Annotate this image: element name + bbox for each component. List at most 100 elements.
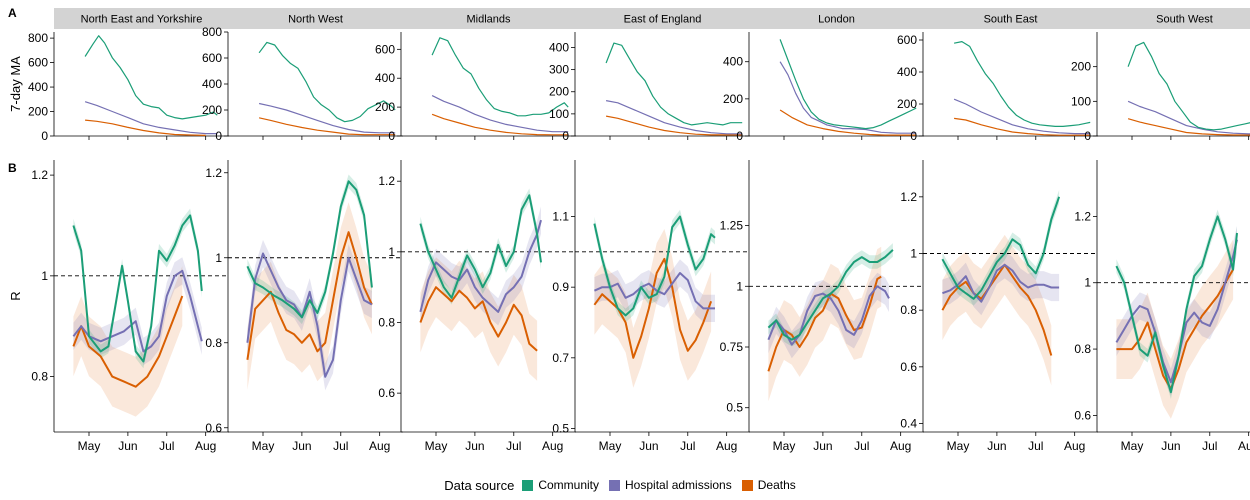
region-london: London 0 200 400 0.5 0.75 1 1.25 May Jun Jul Aug	[720, 8, 924, 453]
y-tick-label: 200	[897, 97, 917, 111]
y-tick-label: 0.8	[31, 370, 48, 384]
y-tick-label: 1.2	[1074, 209, 1091, 223]
bottom-panel-south-west: 0.6 0.8 1 1.2 May Jun Jul Aug	[1074, 160, 1250, 453]
series-line-community	[1127, 41, 1250, 131]
y-tick-label: 1	[41, 269, 48, 283]
y-tick-label: 0.4	[900, 417, 917, 431]
x-tick-label-jun: Jun	[639, 439, 658, 453]
legend-item-hospital-admissions: Hospital admissions	[609, 478, 732, 492]
top-panel-south-west: 0 100 200	[1071, 32, 1250, 143]
y-tick-label: 0.8	[900, 303, 917, 317]
ribbon-hospital-admissions	[73, 257, 202, 365]
y-tick-label: 400	[723, 55, 743, 69]
ribbon-deaths	[1116, 239, 1234, 419]
region-north-west: North West 0 200 400 600 800 0.6 0.8 1 1.2 May Jun J…	[202, 8, 403, 453]
ribbon-hospital-admissions	[594, 259, 715, 322]
x-tick-label-jul: Jul	[333, 439, 348, 453]
bottom-panel-north-east-and-yorkshire: 0.8 1 1.2 May Jun Jul Aug	[31, 160, 229, 453]
y-tick-label: 400	[549, 40, 569, 54]
series-line-community	[941, 196, 1061, 300]
y-tick-label: 0	[1084, 129, 1091, 143]
y-tick-label: 0	[562, 129, 569, 143]
legend-item-deaths: Deaths	[741, 478, 796, 492]
y-axis-title-top: 7-day MA	[8, 56, 23, 112]
y-tick-label: 1.25	[720, 219, 744, 233]
x-tick-label-jun: Jun	[292, 439, 311, 453]
x-tick-label-may: May	[425, 439, 448, 453]
y-tick-label: 200	[28, 105, 48, 119]
y-tick-label: 200	[375, 100, 395, 114]
y-tick-label: 1	[215, 251, 222, 265]
y-tick-label: 0.7	[552, 351, 569, 365]
ribbon-community	[1116, 209, 1237, 399]
series-line-deaths	[1116, 268, 1234, 390]
bottom-panel-south-east: 0.4 0.6 0.8 1 1.2 May Jun Jul Aug	[900, 160, 1098, 453]
facet-strip-north-west	[228, 8, 403, 29]
top-panel-east-of-england: 0 100 200 300 400	[549, 32, 750, 143]
ribbon-community	[73, 208, 202, 369]
y-tick-label: 800	[28, 31, 48, 45]
y-tick-label: 400	[375, 71, 395, 85]
series-line-community	[605, 42, 743, 126]
series-line-hospital-admissions	[72, 269, 203, 353]
x-tick-label-aug: Aug	[890, 439, 911, 453]
series-line-community	[72, 214, 203, 363]
y-tick-label: 100	[549, 107, 569, 121]
x-tick-label-jul: Jul	[680, 439, 695, 453]
y-tick-label: 0.8	[205, 336, 222, 350]
facet-strip-east-of-england	[575, 8, 750, 29]
x-tick-label-jun: Jun	[987, 439, 1006, 453]
y-tick-label: 0	[736, 129, 743, 143]
legend-item-community: Community	[522, 478, 599, 492]
legend-label-deaths: Deaths	[757, 478, 796, 492]
y-tick-label: 1	[736, 279, 743, 293]
top-panel-south-east: 0 200 400 600	[897, 32, 1098, 143]
facet-title-north-west: North West	[288, 14, 343, 26]
x-tick-label-may: May	[947, 439, 970, 453]
bottom-panel-north-west: 0.6 0.8 1 1.2 May Jun Jul Aug	[205, 160, 403, 453]
series-line-deaths	[419, 286, 538, 352]
y-tick-label: 100	[1071, 94, 1091, 108]
y-tick-label: 0.75	[720, 340, 744, 354]
series-line-community	[431, 37, 569, 117]
top-panel-north-east-and-yorkshire: 0 200 400 600 800	[28, 31, 229, 143]
ribbon-hospital-admissions	[420, 206, 541, 326]
y-tick-label: 0.6	[205, 421, 222, 435]
y-tick-label: 0.6	[900, 360, 917, 374]
series-line-community	[779, 39, 917, 130]
series-line-deaths	[593, 257, 713, 359]
y-tick-label: 1.2	[900, 190, 917, 204]
y-tick-label: 800	[202, 25, 222, 39]
legend-swatch-community	[522, 479, 534, 491]
facet-title-north-east-and-yorkshire: North East and Yorkshire	[81, 14, 203, 26]
series-line-community	[419, 194, 542, 299]
x-tick-label-jul: Jul	[1202, 439, 1217, 453]
y-tick-label: 1	[910, 247, 917, 261]
y-tick-label: 0	[41, 129, 48, 143]
x-tick-label-may: May	[78, 439, 101, 453]
series-line-community	[767, 249, 894, 341]
y-tick-label: 0.9	[552, 280, 569, 294]
y-tick-label: 0.8	[1074, 342, 1091, 356]
y-tick-label: 400	[202, 77, 222, 91]
y-tick-label: 0.8	[378, 315, 395, 329]
y-tick-label: 1.2	[378, 174, 395, 188]
legend-label-community: Community	[538, 478, 600, 492]
y-tick-label: 0	[215, 129, 222, 143]
legend: Data source Community Hospital admission…	[0, 474, 1250, 496]
x-tick-label-may: May	[252, 439, 275, 453]
series-line-deaths	[1127, 118, 1250, 136]
facet-strip-midlands	[401, 8, 576, 29]
ribbon-deaths	[768, 246, 882, 402]
y-tick-label: 200	[723, 92, 743, 106]
facet-title-london: London	[818, 14, 855, 26]
y-tick-label: 0.5	[726, 401, 743, 415]
facet-title-east-of-england: East of England	[624, 14, 702, 26]
top-panel-london: 0 200 400	[723, 32, 924, 143]
ribbon-deaths	[942, 234, 1052, 386]
y-tick-label: 1	[1084, 276, 1091, 290]
ribbon-deaths	[594, 229, 712, 388]
y-tick-label: 1	[388, 245, 395, 259]
series-line-community	[953, 41, 1091, 127]
